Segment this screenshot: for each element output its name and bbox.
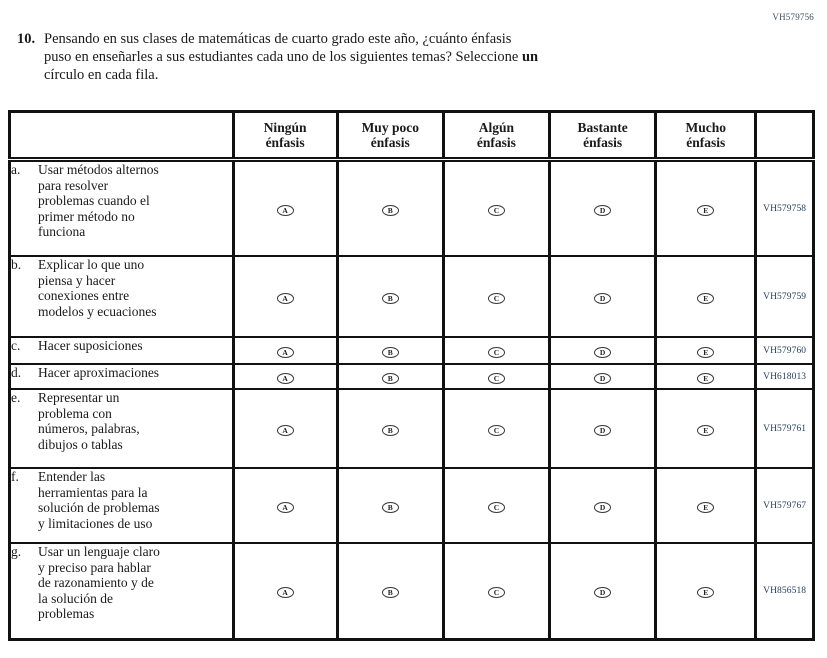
option-a-circle[interactable]: A — [276, 424, 294, 436]
option-e-circle[interactable]: E — [697, 346, 715, 358]
option-a-circle[interactable]: A — [276, 372, 294, 384]
row-code: VH579759 — [754, 255, 815, 338]
question-block: 10. Pensando en sus clases de matemática… — [17, 30, 737, 84]
row-code: VH856518 — [754, 542, 815, 641]
row-label-cell: d. Hacer aproximaciones — [8, 363, 235, 390]
row-label-cell: g. Usar un lenguaje claro y preciso para… — [8, 542, 235, 641]
option-d-circle[interactable]: D — [594, 372, 612, 384]
row-letter: a. — [11, 162, 21, 177]
option-e-circle[interactable]: E — [697, 424, 715, 436]
option-d-circle[interactable]: D — [594, 204, 612, 216]
table-row-d: d. Hacer aproximaciones A B C D E VH6180… — [8, 363, 815, 390]
option-b-circle[interactable]: B — [381, 346, 399, 358]
option-e-circle[interactable]: E — [697, 587, 715, 599]
option-a-circle[interactable]: A — [276, 204, 294, 216]
row-label: Usar un lenguaje claro y preciso para ha… — [38, 544, 160, 621]
emphasis-matrix-table: Ningún énfasis Muy poco énfasis Algún én… — [8, 110, 815, 641]
option-d-circle[interactable]: D — [594, 346, 612, 358]
option-c-circle[interactable]: C — [487, 424, 505, 436]
table-row-c: c. Hacer suposiciones A B C D E VH579760 — [8, 336, 815, 365]
question-line-1: Pensando en sus clases de matemáticas de… — [44, 31, 512, 47]
option-e-circle[interactable]: E — [697, 372, 715, 384]
option-a-circle[interactable]: A — [276, 501, 294, 513]
row-label: Hacer aproximaciones — [38, 365, 160, 380]
row-code: VH579758 — [754, 158, 815, 257]
table-row-e: e. Representar un problema con números, … — [8, 388, 815, 469]
question-bold-word: un — [521, 49, 539, 65]
option-b-circle[interactable]: B — [381, 587, 399, 599]
row-label-cell: e. Representar un problema con números, … — [8, 388, 235, 469]
row-label-cell: f. Entender las herramientas para la sol… — [8, 467, 235, 544]
header-row: Ningún énfasis Muy poco énfasis Algún én… — [8, 110, 815, 162]
option-e-circle[interactable]: E — [697, 292, 715, 304]
option-c-circle[interactable]: C — [487, 501, 505, 513]
row-label-cell: a. Usar métodos alternos para resolver p… — [8, 158, 235, 257]
option-c-circle[interactable]: C — [487, 346, 505, 358]
option-c-circle[interactable]: C — [487, 587, 505, 599]
question-line-3: círculo en cada fila. — [44, 67, 159, 83]
option-b-circle[interactable]: B — [381, 372, 399, 384]
row-label: Hacer suposiciones — [38, 338, 143, 353]
row-letter: c. — [11, 338, 21, 353]
question-number: 10. — [17, 31, 36, 47]
column-header-bastante-enfasis: Bastante énfasis — [548, 110, 658, 162]
row-letter: e. — [11, 390, 21, 405]
column-header-mucho-enfasis: Mucho énfasis — [654, 110, 758, 162]
option-a-circle[interactable]: A — [276, 346, 294, 358]
option-b-circle[interactable]: B — [381, 204, 399, 216]
row-label: Explicar lo que uno piensa y hacer conex… — [38, 257, 157, 319]
option-b-circle[interactable]: B — [381, 292, 399, 304]
option-e-circle[interactable]: E — [697, 204, 715, 216]
option-d-circle[interactable]: D — [594, 424, 612, 436]
table-row-b: b. Explicar lo que uno piensa y hacer co… — [8, 255, 815, 338]
row-code: VH579767 — [754, 467, 815, 544]
option-a-circle[interactable]: A — [276, 587, 294, 599]
table-row-g: g. Usar un lenguaje claro y preciso para… — [8, 542, 815, 641]
row-label: Usar métodos alternos para resolver prob… — [38, 162, 159, 239]
table-row-f: f. Entender las herramientas para la sol… — [8, 467, 815, 544]
row-code: VH579760 — [754, 336, 815, 365]
question-text: Pensando en sus clases de matemáticas de… — [44, 30, 538, 84]
header-empty-cell — [8, 110, 235, 162]
row-code: VH618013 — [754, 363, 815, 390]
row-label-cell: c. Hacer suposiciones — [8, 336, 235, 365]
row-letter: d. — [11, 365, 22, 380]
row-label: Entender las herramientas para la soluci… — [38, 469, 160, 531]
option-d-circle[interactable]: D — [594, 292, 612, 304]
row-letter: f. — [11, 469, 19, 484]
column-header-muy-poco-enfasis: Muy poco énfasis — [335, 110, 445, 162]
option-b-circle[interactable]: B — [381, 424, 399, 436]
row-label-cell: b. Explicar lo que uno piensa y hacer co… — [8, 255, 235, 338]
option-c-circle[interactable]: C — [487, 204, 505, 216]
table-row-a: a. Usar métodos alternos para resolver p… — [8, 158, 815, 257]
question-line-2: puso en enseñarles a sus estudiantes cad… — [44, 49, 539, 65]
row-label: Representar un problema con números, pal… — [38, 390, 140, 452]
row-letter: g. — [11, 544, 22, 559]
column-header-ningun-enfasis: Ningún énfasis — [231, 110, 339, 162]
option-b-circle[interactable]: B — [381, 501, 399, 513]
option-c-circle[interactable]: C — [487, 292, 505, 304]
row-letter: b. — [11, 257, 22, 272]
page-accession-code: VH579756 — [772, 12, 814, 22]
option-c-circle[interactable]: C — [487, 372, 505, 384]
row-code: VH579761 — [754, 388, 815, 469]
option-d-circle[interactable]: D — [594, 587, 612, 599]
option-a-circle[interactable]: A — [276, 292, 294, 304]
option-e-circle[interactable]: E — [697, 501, 715, 513]
column-header-algun-enfasis: Algún énfasis — [441, 110, 552, 162]
header-code-cell — [754, 110, 815, 162]
option-d-circle[interactable]: D — [594, 501, 612, 513]
